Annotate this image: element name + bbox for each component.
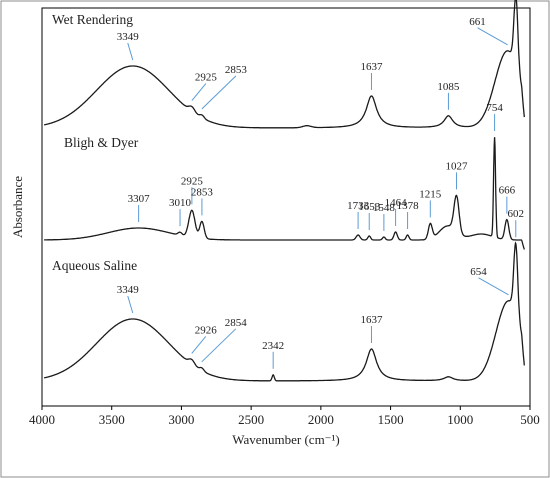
x-axis-label: Wavenumber (cm⁻¹) [232, 432, 340, 447]
x-tick-label-1500: 1500 [378, 412, 404, 427]
series-name: Wet Rendering [52, 12, 133, 27]
x-tick-label-2000: 2000 [308, 412, 334, 427]
peak-label-3307: 3307 [128, 193, 151, 205]
x-tick-label-4000: 4000 [29, 412, 55, 427]
series-name: Aqueous Saline [52, 258, 137, 273]
peak-label-1464: 1464 [385, 197, 408, 209]
peak-leader [127, 295, 134, 314]
spectrum-line [44, 137, 525, 250]
series-0: Wet Rendering33492925285316371085661601 [43, 0, 525, 129]
peak-label-1637: 1637 [360, 61, 383, 73]
peak-label-1653: 1653 [358, 201, 381, 213]
peak-label-2342: 2342 [262, 340, 284, 352]
peak-leader [191, 83, 207, 101]
x-tick-label-1000: 1000 [447, 412, 473, 427]
peak-label-2853: 2853 [225, 64, 248, 76]
series-name: Bligh & Dyer [64, 135, 139, 150]
peak-label-2925: 2925 [181, 175, 204, 187]
peak-label-1085: 1085 [437, 81, 460, 93]
x-tick-label-3000: 3000 [168, 412, 194, 427]
peak-label-754: 754 [486, 102, 503, 114]
spectra-series: Wet Rendering33492925285316371085661601B… [43, 0, 525, 382]
peak-label-2925: 2925 [195, 72, 218, 84]
spectrum-line [43, 0, 525, 129]
peak-leader [201, 328, 237, 363]
peak-label-661: 661 [469, 16, 486, 28]
peak-label-654: 654 [470, 266, 487, 278]
peak-leader [201, 75, 237, 110]
peak-label-1548: 1548 [373, 202, 396, 214]
peak-label-1378: 1378 [397, 200, 420, 212]
peak-label-2853: 2853 [191, 186, 214, 198]
peak-label-3010: 3010 [169, 197, 192, 209]
peak-label-2926: 2926 [195, 324, 218, 336]
x-tick-label-500: 500 [520, 412, 540, 427]
peak-label-3349: 3349 [117, 31, 140, 43]
peak-leader [127, 42, 134, 61]
x-tick-label-3500: 3500 [99, 412, 125, 427]
peak-label-1027: 1027 [446, 160, 469, 172]
x-tick-label-2500: 2500 [238, 412, 264, 427]
y-axis-label: Absorbance [10, 176, 25, 238]
peak-leader [478, 277, 509, 296]
peak-label-666: 666 [499, 185, 516, 197]
spectrum-line [43, 241, 525, 382]
peak-label-1215: 1215 [419, 188, 442, 200]
peak-label-1637: 1637 [360, 314, 383, 326]
x-axis: 4000 3500 3000 2500 2000 1500 1000 500 [29, 406, 540, 427]
peak-label-2854: 2854 [225, 317, 248, 329]
peak-label-3349: 3349 [117, 284, 140, 296]
peak-label-1733: 1733 [347, 200, 370, 212]
plot-frame [41, 7, 531, 407]
peak-leader [477, 27, 508, 46]
peak-label-602: 602 [508, 208, 525, 220]
peak-leader [191, 336, 207, 354]
series-2: Aqueous Saline 3349 2926 2854 2342 1637 654 602 [43, 208, 525, 382]
